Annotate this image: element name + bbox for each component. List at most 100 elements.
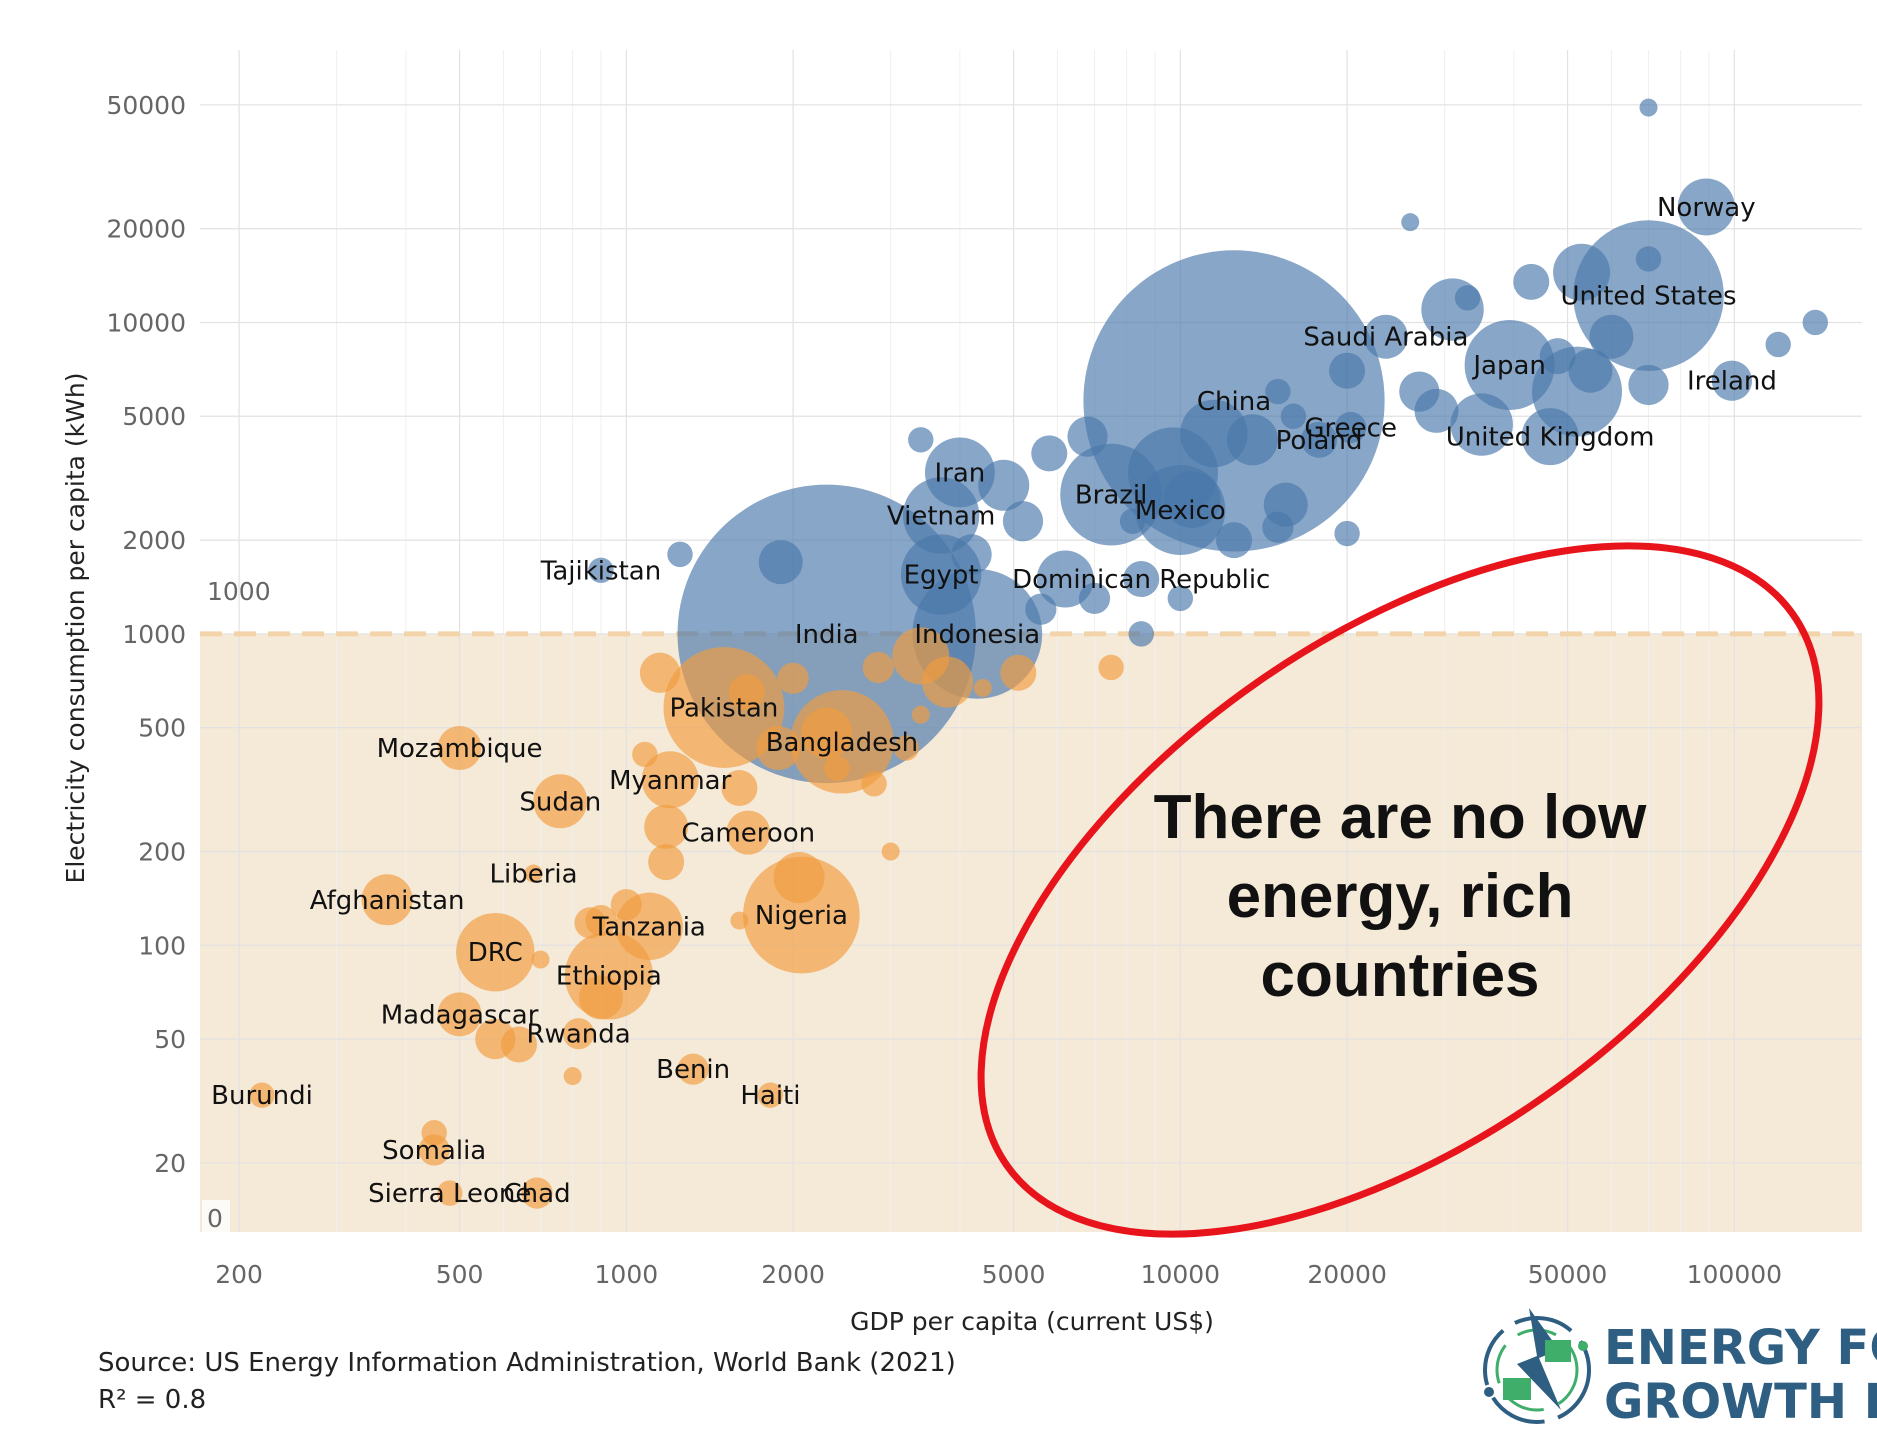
- y-tick-label: 50: [154, 1025, 186, 1054]
- point-label: Benin: [656, 1055, 730, 1085]
- logo-line-2: GROWTH HUB: [1604, 1374, 1877, 1430]
- data-point: [1119, 508, 1146, 534]
- data-point: [973, 679, 992, 698]
- logo-line-1: ENERGY FOR: [1604, 1320, 1877, 1376]
- data-point: [521, 1177, 553, 1209]
- data-point: [1163, 471, 1221, 529]
- data-point: [1216, 522, 1253, 559]
- y-tick-label: 200: [138, 838, 186, 867]
- data-point: [861, 771, 887, 797]
- point-label: Cameroon: [681, 819, 815, 849]
- point-label: Nigeria: [755, 901, 848, 931]
- data-point: [500, 1026, 537, 1063]
- data-point: [1227, 414, 1279, 466]
- data-point: [1167, 585, 1194, 612]
- point-label: Brazil: [1075, 481, 1148, 511]
- data-point: [728, 674, 765, 711]
- point-label: Myanmar: [609, 766, 731, 796]
- point-label: Indonesia: [914, 620, 1040, 650]
- data-point: [1098, 654, 1124, 681]
- y-tick-label: 2000: [122, 526, 186, 555]
- data-point: [757, 1082, 784, 1108]
- data-point: [777, 662, 809, 694]
- point-label: Norway: [1657, 193, 1756, 223]
- point-label: Tanzania: [592, 912, 706, 942]
- point-label: DRC: [468, 938, 523, 968]
- x-tick-label: 20000: [1307, 1260, 1387, 1289]
- point-label: Rwanda: [526, 1020, 630, 1050]
- data-point: [1711, 360, 1753, 401]
- data-point: [1399, 371, 1440, 412]
- zero-label: 0: [207, 1204, 223, 1233]
- y-tick-label: 5000: [122, 402, 186, 431]
- callout-line-3: countries: [1260, 941, 1539, 1010]
- data-point: [1553, 243, 1611, 301]
- data-point: [1513, 263, 1550, 300]
- source-note: Source: US Energy Information Administra…: [98, 1348, 956, 1378]
- data-point: [677, 1053, 709, 1085]
- x-tick-label: 2000: [761, 1260, 825, 1289]
- threshold-label: 1000: [207, 577, 271, 606]
- data-point: [730, 911, 749, 930]
- data-point: [726, 810, 771, 855]
- y-axis-ticks: 20 50 100 200 500 1000 2000 5000 10000 20000 50000: [106, 91, 186, 1178]
- y-tick-label: 20000: [106, 215, 186, 244]
- data-point: [721, 769, 758, 806]
- energy-hub-logo-icon: [1483, 1308, 1591, 1424]
- data-point: [437, 1180, 463, 1206]
- data-point: [1301, 421, 1338, 458]
- data-point: [924, 437, 995, 508]
- x-tick-label: 10000: [1141, 1260, 1221, 1289]
- data-point: [641, 751, 699, 809]
- point-label: United Kingdom: [1446, 423, 1655, 453]
- data-point: [667, 541, 693, 568]
- data-point: [1334, 520, 1360, 547]
- data-point: [524, 864, 543, 883]
- point-label: Greece: [1304, 413, 1397, 443]
- y-tick-label: 1000: [122, 620, 186, 649]
- data-point: [801, 707, 853, 759]
- data-point: [824, 755, 850, 782]
- data-point: [1464, 320, 1555, 411]
- callout-line-1: There are no low: [1154, 783, 1647, 852]
- data-point: [743, 856, 860, 974]
- point-label: Tajikistan: [540, 556, 661, 586]
- point-label: Somalia: [382, 1136, 486, 1166]
- data-point: [1450, 393, 1513, 456]
- x-tick-label: 5000: [982, 1260, 1046, 1289]
- data-point: [978, 459, 1030, 511]
- data-point: [1036, 550, 1094, 608]
- bubbles: [249, 98, 1828, 1209]
- point-label: Haiti: [740, 1081, 800, 1111]
- data-point: [531, 950, 550, 969]
- callout-line-2: energy, rich: [1227, 862, 1574, 931]
- point-label: Bangladesh: [766, 728, 918, 758]
- x-axis-ticks: 200 500 1000 2000 5000 10000 20000 50000 100000: [215, 1260, 1782, 1289]
- data-point: [951, 534, 992, 575]
- zero-label-box: [202, 1200, 230, 1234]
- data-point: [644, 804, 689, 849]
- data-point: [1262, 511, 1294, 543]
- data-point: [922, 656, 974, 708]
- point-label: Egypt: [904, 561, 979, 591]
- data-point: [588, 557, 614, 584]
- x-tick-label: 50000: [1528, 1260, 1608, 1289]
- data-point: [1568, 348, 1613, 393]
- data-point: [437, 992, 482, 1037]
- x-axis-title: GDP per capita (current US$): [850, 1307, 1214, 1336]
- data-point: [908, 427, 934, 453]
- y-axis-title: Electricity consumption per capita (kWh): [61, 373, 90, 884]
- data-point: [578, 975, 623, 1020]
- data-point: [1401, 213, 1420, 232]
- data-point: [437, 726, 482, 771]
- point-label: India: [795, 620, 859, 650]
- data-point: [1265, 378, 1291, 405]
- data-point: [773, 852, 825, 904]
- x-tick-label: 500: [436, 1260, 484, 1289]
- y-tick-label: 50000: [106, 91, 186, 120]
- point-label: Dominican Republic: [1012, 565, 1270, 595]
- point-label: United States: [1560, 282, 1736, 312]
- data-point: [893, 735, 919, 761]
- data-point: [1031, 435, 1068, 472]
